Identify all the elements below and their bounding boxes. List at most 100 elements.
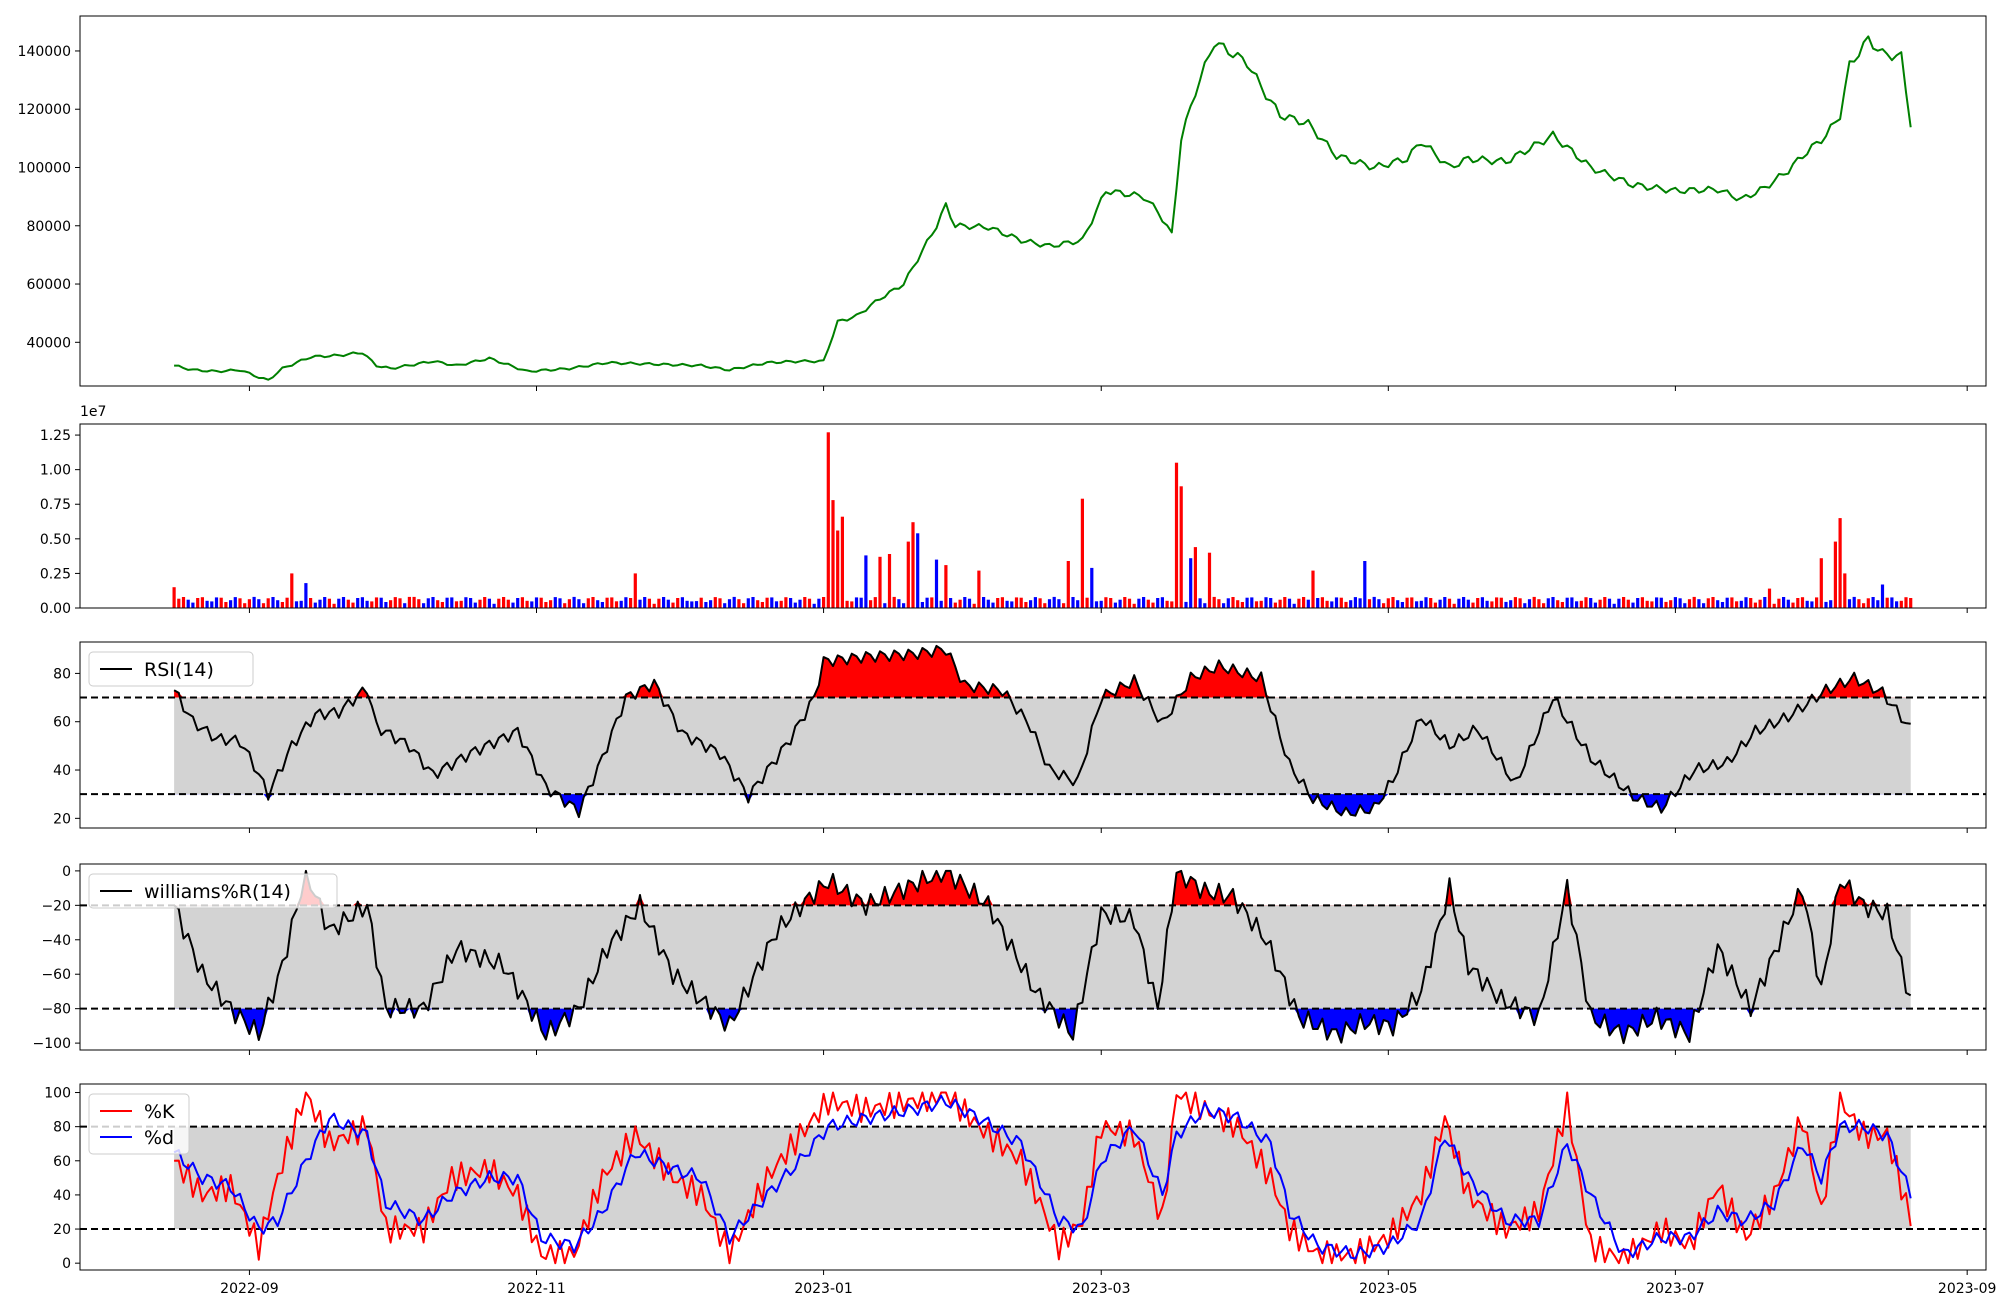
- volume-bar: [1334, 597, 1339, 608]
- williams-neutral-band: [174, 905, 1911, 1009]
- volume-bar: [887, 554, 892, 608]
- volume-bar: [1786, 599, 1790, 608]
- volume-bar: [1000, 597, 1004, 608]
- volume-bar: [567, 599, 571, 608]
- volume-bar: [516, 598, 520, 608]
- price-ytick-label: 40000: [26, 335, 71, 351]
- volume-bar: [1396, 600, 1400, 608]
- volume-bar: [1137, 598, 1141, 608]
- volume-bar: [181, 597, 186, 608]
- volume-bar: [1819, 558, 1823, 608]
- volume-bar: [596, 600, 600, 608]
- stochastic-ytick-label: 80: [53, 1120, 71, 1136]
- volume-bar: [854, 597, 859, 608]
- volume-bar: [261, 603, 266, 608]
- williams-ytick-label: 0: [62, 864, 71, 880]
- volume-bar: [699, 597, 703, 608]
- volume-bar: [892, 596, 896, 608]
- volume-bar: [1490, 601, 1494, 608]
- volume-bar: [1203, 603, 1207, 608]
- volume-bar: [318, 599, 322, 608]
- volume-bar: [502, 597, 506, 608]
- volume-bar: [638, 599, 642, 608]
- volume-bar: [1753, 602, 1757, 608]
- volume-bar: [1631, 602, 1635, 608]
- volume-bar: [530, 601, 534, 608]
- stochastic-ytick-label: 100: [44, 1086, 71, 1102]
- stochastic-xtick-label: 2023-01: [794, 1281, 853, 1297]
- volume-bar: [690, 601, 694, 608]
- volume-bar: [1575, 601, 1579, 608]
- volume-bar: [1311, 570, 1315, 608]
- volume-bar: [949, 598, 953, 608]
- volume-bar: [939, 600, 943, 608]
- volume-bar: [1302, 597, 1306, 608]
- volume-bar: [1226, 598, 1230, 608]
- volume-bar: [864, 555, 868, 608]
- volume-bar: [487, 598, 491, 608]
- volume-bar: [1542, 603, 1546, 608]
- price-panel: 40000 60000 80000 100000 120000 140000: [18, 15, 1987, 391]
- volume-bar: [737, 599, 741, 608]
- stochastic-k-line: [174, 1091, 1912, 1265]
- volume-bar: [779, 600, 783, 608]
- volume-bar: [1518, 598, 1522, 608]
- volume-bar: [577, 599, 581, 608]
- volume-bar: [916, 533, 920, 608]
- volume-bar: [1749, 598, 1753, 608]
- volume-bar: [229, 600, 233, 608]
- volume-bar: [304, 583, 308, 608]
- volume-bar: [840, 516, 844, 608]
- volume-bar: [1024, 602, 1028, 608]
- volume-bar: [798, 599, 802, 608]
- volume-bar: [817, 598, 821, 608]
- volume-bar: [685, 600, 689, 608]
- volume-bar: [379, 597, 383, 608]
- volume-bar: [445, 597, 449, 608]
- volume-bar: [1560, 602, 1564, 608]
- volume-bar: [774, 601, 779, 608]
- volume-bar: [643, 597, 647, 608]
- williams-ytick-label: −60: [41, 967, 71, 983]
- volume-bar: [591, 597, 595, 608]
- volume-bar: [1349, 600, 1353, 608]
- volume-bar: [177, 598, 181, 608]
- volume-bar: [1090, 567, 1094, 608]
- stochastic-xtick-label: 2023-05: [1359, 1281, 1418, 1297]
- volume-bar: [1179, 486, 1183, 608]
- volume-bar: [619, 600, 623, 608]
- volume-bar: [1259, 600, 1263, 608]
- volume-bar: [1480, 597, 1484, 608]
- volume-bar: [977, 570, 981, 608]
- volume-bar: [1706, 598, 1710, 608]
- volume-bar: [1791, 602, 1795, 608]
- volume-bar: [1777, 598, 1781, 608]
- volume-bar: [986, 599, 990, 608]
- volume-bar: [1382, 603, 1386, 608]
- volume-bar: [930, 597, 934, 608]
- volume-bar: [1895, 601, 1899, 608]
- volume-bar: [925, 597, 929, 608]
- volume-bar: [553, 597, 557, 608]
- volume-bar: [483, 597, 487, 608]
- volume-bar: [1782, 597, 1786, 608]
- volume-bar: [1523, 603, 1527, 608]
- rsi-ytick-label: 60: [53, 715, 71, 731]
- volume-bar: [911, 522, 915, 608]
- volume-bar: [1264, 597, 1268, 608]
- volume-bar: [412, 596, 416, 608]
- volume-bar: [1174, 462, 1179, 608]
- volume-bar: [1551, 597, 1555, 608]
- stochastic-xtick-label: 2023-03: [1072, 1281, 1131, 1297]
- volume-bar: [666, 599, 670, 608]
- volume-bar: [1033, 597, 1037, 608]
- volume-bar: [417, 599, 421, 608]
- volume-bar: [826, 432, 830, 608]
- volume-ytick-label: 0.75: [40, 497, 71, 513]
- volume-bar: [1509, 600, 1513, 608]
- volume-bar: [1565, 597, 1569, 608]
- volume-bar: [1066, 561, 1070, 608]
- volume-bar: [1890, 597, 1894, 608]
- volume-bar: [1269, 598, 1273, 608]
- volume-bar: [1476, 598, 1480, 608]
